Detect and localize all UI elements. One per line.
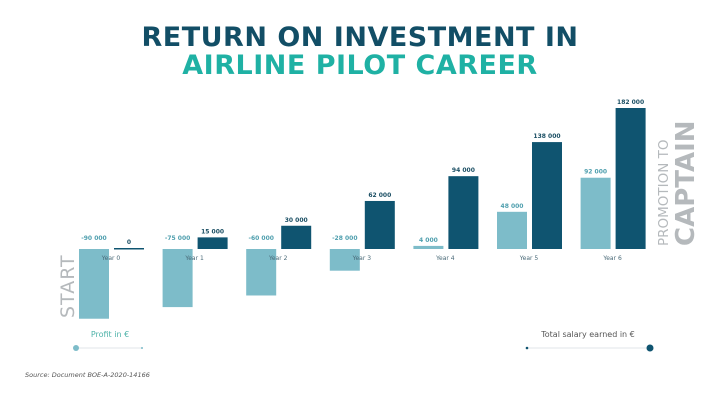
salary-value-label-4: 94 000 bbox=[452, 167, 475, 174]
salary-value-label-3: 62 000 bbox=[368, 192, 391, 199]
x-tick-label-1: Year 1 bbox=[184, 255, 204, 262]
salary-value-label-1: 15 000 bbox=[201, 228, 224, 235]
salary-bar-4 bbox=[448, 176, 479, 249]
source-note: Source: Document BOE-A-2020-14166 bbox=[25, 371, 150, 379]
profit-value-label-1: -75 000 bbox=[165, 235, 190, 242]
salary-bar-2 bbox=[281, 225, 312, 249]
start-annotation: START bbox=[57, 254, 79, 318]
salary-bar-3 bbox=[364, 200, 395, 249]
promotion-annotation-line2: CAPTAIN bbox=[671, 120, 701, 246]
salary-bar-6 bbox=[615, 108, 646, 249]
profit-bar-1 bbox=[162, 249, 193, 308]
x-tick-label-2: Year 2 bbox=[268, 255, 288, 262]
profit-value-label-3: -28 000 bbox=[332, 235, 357, 242]
profit-bar-6 bbox=[580, 177, 611, 249]
salary-bar-1 bbox=[197, 237, 228, 249]
x-tick-label-3: Year 3 bbox=[352, 255, 372, 262]
profit-value-label-0: -90 000 bbox=[81, 235, 106, 242]
promotion-annotation-line1: PROMOTION TO bbox=[656, 139, 672, 246]
profit-bar-4 bbox=[413, 245, 444, 249]
salary-value-label-5: 138 000 bbox=[533, 133, 560, 140]
x-tick-label-5: Year 5 bbox=[519, 255, 539, 262]
title-line-1: RETURN ON INVESTMENT IN bbox=[141, 22, 579, 53]
profit-value-label-2: -60 000 bbox=[248, 235, 273, 242]
title-line-2: AIRLINE PILOT CAREER bbox=[182, 50, 538, 81]
profit-bar-5 bbox=[497, 211, 527, 249]
salary-bar-5 bbox=[532, 142, 562, 249]
x-tick-label-6: Year 6 bbox=[602, 255, 622, 262]
profit-bar-2 bbox=[246, 249, 277, 296]
profit-bar-3 bbox=[329, 249, 360, 271]
legend-salary-dot bbox=[646, 344, 654, 352]
legend-salary: Total salary earned in € bbox=[525, 330, 654, 352]
salary-value-label-2: 30 000 bbox=[285, 217, 308, 224]
profit-value-label-4: 4 000 bbox=[419, 237, 438, 244]
legend-profit: Profit in € bbox=[73, 330, 143, 351]
legend-profit-end-dot bbox=[141, 347, 143, 349]
profit-bar-0 bbox=[79, 249, 109, 319]
legend-salary-label: Total salary earned in € bbox=[540, 330, 635, 339]
legend-salary-start-dot bbox=[525, 346, 529, 350]
salary-value-label-6: 182 000 bbox=[617, 99, 644, 106]
profit-value-label-6: 92 000 bbox=[584, 169, 607, 176]
legend-profit-dot bbox=[73, 345, 79, 351]
profit-value-label-5: 48 000 bbox=[501, 203, 524, 210]
legend-profit-label: Profit in € bbox=[91, 330, 129, 339]
salary-value-label-0: 0 bbox=[127, 239, 131, 246]
salary-bar-0 bbox=[114, 248, 144, 250]
x-tick-label-4: Year 4 bbox=[435, 255, 455, 262]
x-tick-label-0: Year 0 bbox=[101, 255, 121, 262]
